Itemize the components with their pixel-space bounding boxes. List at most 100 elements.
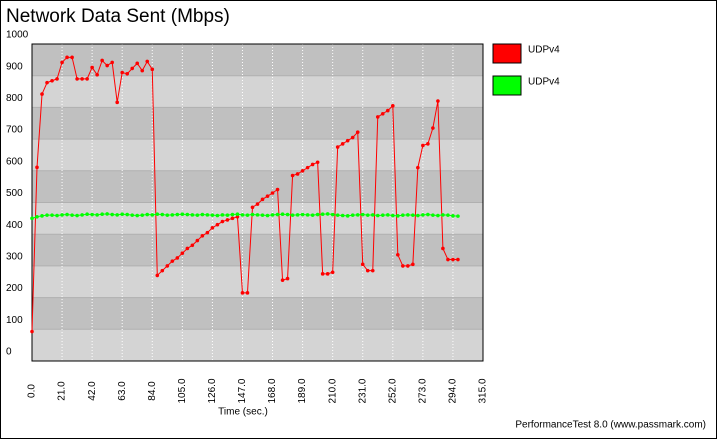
point bbox=[100, 58, 104, 63]
band bbox=[32, 297, 483, 330]
point bbox=[416, 213, 420, 218]
point bbox=[50, 213, 54, 217]
point bbox=[370, 268, 375, 273]
point bbox=[40, 214, 44, 218]
point bbox=[60, 60, 64, 65]
point bbox=[160, 268, 165, 273]
point bbox=[165, 264, 170, 268]
point bbox=[40, 92, 44, 96]
point bbox=[391, 104, 395, 108]
point bbox=[360, 262, 365, 267]
point bbox=[310, 213, 315, 217]
point bbox=[175, 212, 180, 217]
point bbox=[441, 213, 445, 217]
point bbox=[210, 226, 215, 230]
point bbox=[290, 213, 295, 217]
point bbox=[190, 243, 195, 248]
y-tick-label: 500 bbox=[6, 188, 23, 199]
point bbox=[60, 213, 64, 217]
point bbox=[335, 145, 340, 149]
point bbox=[270, 191, 275, 195]
point bbox=[270, 213, 275, 217]
point bbox=[406, 213, 410, 217]
x-axis-label: Time (sec.) bbox=[218, 407, 268, 418]
point bbox=[55, 77, 59, 81]
point bbox=[115, 213, 119, 217]
y-tick-label: 0 bbox=[6, 347, 12, 358]
point bbox=[260, 197, 265, 202]
point bbox=[350, 135, 355, 140]
point bbox=[80, 77, 84, 81]
point bbox=[35, 165, 39, 170]
point bbox=[120, 212, 124, 217]
point bbox=[340, 213, 345, 218]
x-tick-label: 21.0 bbox=[57, 381, 68, 401]
point bbox=[85, 77, 89, 81]
point bbox=[250, 212, 255, 217]
point bbox=[365, 268, 370, 273]
point bbox=[451, 214, 455, 218]
point bbox=[130, 66, 135, 71]
point bbox=[421, 213, 425, 217]
band bbox=[32, 107, 483, 140]
point bbox=[265, 213, 270, 218]
point bbox=[65, 55, 69, 60]
point bbox=[205, 213, 210, 217]
point bbox=[436, 99, 440, 103]
point bbox=[235, 214, 240, 219]
band bbox=[32, 44, 483, 76]
point bbox=[235, 212, 240, 217]
y-tick-label: 900 bbox=[6, 61, 23, 72]
x-tick-label: 168.0 bbox=[267, 378, 278, 403]
point bbox=[165, 213, 170, 217]
point bbox=[160, 212, 165, 217]
point bbox=[285, 276, 290, 281]
point bbox=[255, 213, 260, 217]
point bbox=[446, 257, 450, 262]
y-tick-label: 200 bbox=[6, 283, 23, 294]
point bbox=[300, 212, 305, 217]
y-tick-label: 600 bbox=[6, 156, 23, 167]
point bbox=[446, 213, 450, 217]
point bbox=[280, 278, 285, 282]
point bbox=[335, 213, 340, 217]
point bbox=[285, 212, 290, 217]
x-tick-label: 189.0 bbox=[297, 378, 308, 403]
point bbox=[320, 272, 325, 276]
point bbox=[385, 108, 390, 113]
band bbox=[32, 170, 483, 203]
point bbox=[220, 219, 225, 224]
x-tick-label: 105.0 bbox=[177, 378, 188, 403]
point bbox=[155, 212, 160, 217]
point bbox=[315, 212, 320, 217]
y-tick-label: 300 bbox=[6, 252, 23, 263]
point bbox=[396, 214, 400, 218]
point bbox=[451, 257, 455, 262]
point bbox=[195, 238, 200, 243]
point bbox=[135, 61, 140, 66]
point bbox=[75, 213, 79, 218]
point bbox=[185, 212, 190, 217]
band bbox=[32, 139, 483, 171]
point bbox=[401, 213, 405, 217]
point bbox=[431, 213, 435, 217]
point bbox=[30, 329, 34, 334]
point bbox=[45, 213, 49, 217]
point bbox=[135, 213, 140, 218]
plot-border bbox=[31, 43, 484, 362]
point bbox=[110, 212, 114, 217]
point bbox=[200, 233, 205, 238]
point bbox=[70, 55, 74, 60]
point bbox=[180, 212, 185, 217]
legend-swatch bbox=[492, 43, 522, 64]
point bbox=[120, 70, 124, 75]
point bbox=[180, 251, 185, 256]
point bbox=[426, 212, 430, 217]
point bbox=[150, 213, 155, 217]
point bbox=[200, 212, 205, 217]
point bbox=[411, 213, 415, 217]
point bbox=[315, 160, 320, 165]
y-tick-label: 1000 bbox=[6, 30, 29, 41]
point bbox=[125, 212, 130, 217]
point bbox=[300, 169, 305, 173]
